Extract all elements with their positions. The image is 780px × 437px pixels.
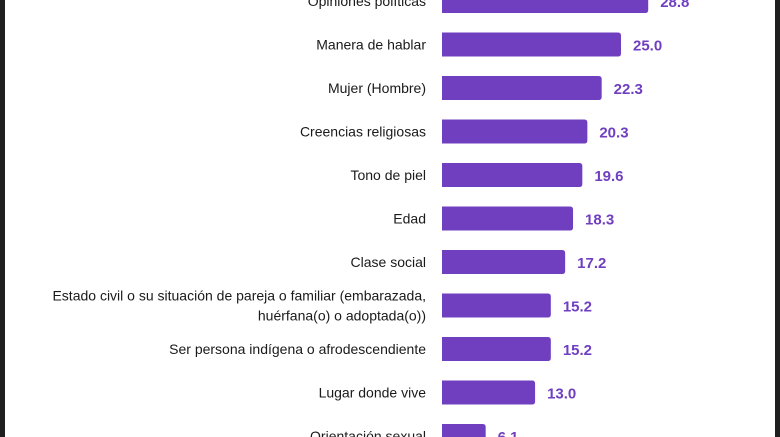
category-label: Estado civil o su situación de pareja o … (52, 288, 426, 324)
value-label: 25.0 (633, 38, 662, 55)
category-label-line: Tono de piel (350, 167, 426, 183)
value-label: 20.3 (599, 125, 628, 142)
category-label-line: Estado civil o su situación de pareja o … (52, 288, 426, 304)
category-label-line: Lugar donde vive (319, 385, 427, 401)
category-label: Manera de hablar (316, 37, 426, 53)
category-label: Tono de piel (350, 167, 426, 183)
category-label: Opiniones políticas (308, 0, 426, 9)
category-label-line: Mujer (Hombre) (328, 80, 426, 96)
value-label: 17.2 (577, 255, 606, 272)
value-label: 22.3 (614, 81, 643, 98)
category-label-line: Ser persona indígena o afrodescendiente (169, 341, 426, 357)
category-label: Lugar donde vive (319, 385, 427, 401)
value-label: 15.2 (563, 342, 592, 359)
value-label: 13.0 (547, 386, 576, 403)
bar (442, 424, 486, 437)
bar (442, 337, 551, 361)
frame-border-left (0, 0, 5, 437)
bar (442, 293, 551, 318)
category-labels: Opiniones políticas Manera de hablar Mujer… (52, 0, 426, 437)
bar (442, 76, 602, 100)
category-label-line: Clase social (351, 254, 426, 270)
category-label-line: Manera de hablar (316, 37, 426, 53)
category-label-line: Orientación sexual (310, 428, 426, 437)
category-label-line: Edad (393, 211, 426, 227)
category-label: Mujer (Hombre) (328, 80, 426, 96)
bar (442, 119, 588, 144)
bar (442, 163, 583, 187)
value-label: 18.3 (585, 212, 614, 229)
category-label: Orientación sexual (310, 428, 426, 437)
category-label-line: Creencias religiosas (300, 124, 426, 140)
category-label-line: Opiniones políticas (308, 0, 426, 9)
value-label: 19.6 (594, 168, 623, 185)
category-label: Creencias religiosas (300, 124, 426, 140)
bar (442, 250, 566, 274)
value-label: 15.2 (563, 299, 592, 316)
category-label: Clase social (351, 254, 426, 270)
bar (442, 206, 574, 231)
bar (442, 380, 536, 405)
category-label-line: huérfana(o) o adoptada(o)) (258, 308, 426, 324)
bar (442, 32, 621, 57)
bars (442, 0, 649, 437)
value-label: 6.1 (498, 429, 519, 437)
frame-border-right (775, 0, 780, 437)
category-label: Ser persona indígena o afrodescendiente (169, 341, 426, 357)
value-labels: 28.8 25.0 22.3 20.3 19.6 18.3 17.2 15.2 15.2 13.0… (498, 0, 690, 437)
bar (442, 0, 649, 13)
category-label: Edad (393, 211, 426, 227)
value-label: 28.8 (660, 0, 689, 11)
